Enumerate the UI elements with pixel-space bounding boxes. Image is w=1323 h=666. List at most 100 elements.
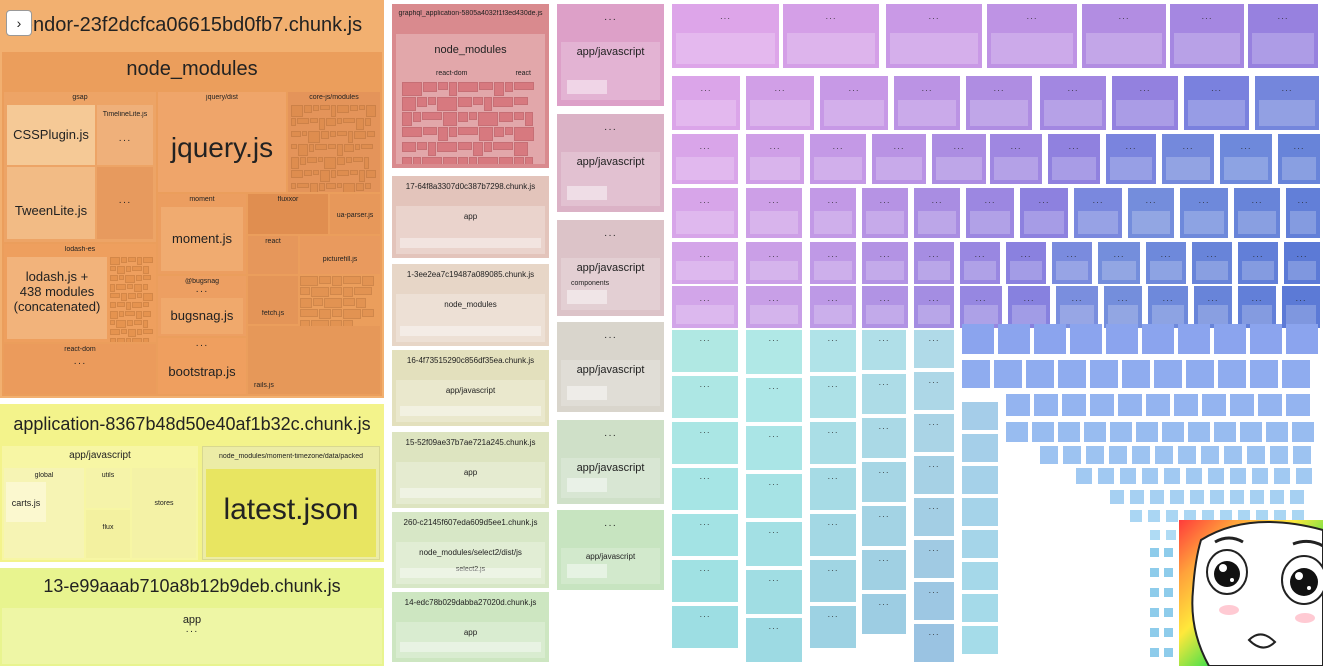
module-cell[interactable]	[458, 97, 472, 107]
module-cell[interactable]	[291, 170, 303, 178]
module-cell[interactable]	[362, 309, 374, 317]
chunk-tile[interactable]: ···	[672, 560, 738, 602]
chunk-tile[interactable]: ···	[1146, 242, 1186, 284]
module-cell[interactable]	[330, 131, 336, 137]
tile-inner[interactable]	[814, 211, 852, 234]
chunk-tile[interactable]: ···	[1220, 134, 1272, 184]
chunk-inner[interactable]: app/javascript	[561, 152, 660, 206]
chunk-tile[interactable]: ···	[914, 330, 954, 368]
module-cell[interactable]	[110, 275, 118, 281]
module-cell[interactable]	[438, 82, 448, 90]
chunk-tile[interactable]	[1250, 360, 1278, 388]
chunk-tile[interactable]	[1150, 648, 1159, 657]
chunk-tile[interactable]	[1026, 360, 1054, 388]
module-cell[interactable]	[478, 157, 498, 164]
module-cell[interactable]	[337, 105, 349, 113]
tile-inner[interactable]	[1010, 261, 1042, 280]
chunk-tile[interactable]: ···	[862, 550, 906, 590]
tile-inner[interactable]	[787, 33, 875, 64]
chunk-inner[interactable]: app	[396, 622, 545, 658]
module-cell[interactable]	[313, 170, 319, 175]
module-cell[interactable]	[514, 142, 528, 156]
module-cell[interactable]	[331, 105, 336, 117]
chunk-tile[interactable]: ···	[872, 134, 926, 184]
chunk-13[interactable]: 13-e99aaab710a8b12b9deb.chunk.js app ···	[0, 568, 384, 666]
tile-inner[interactable]	[1078, 211, 1118, 234]
module-cell[interactable]	[300, 157, 306, 165]
module-cell[interactable]	[484, 97, 492, 111]
module-cell[interactable]	[413, 112, 421, 122]
chunk-tile[interactable]: ···	[987, 4, 1077, 68]
module-cell[interactable]	[326, 183, 336, 189]
tile-inner[interactable]	[1086, 33, 1162, 64]
chunk-inner[interactable]: app	[396, 206, 545, 254]
chunk-tile[interactable]: ···	[746, 570, 802, 614]
tile-inner[interactable]	[1242, 305, 1272, 324]
module-cell[interactable]	[127, 320, 133, 326]
module-cell[interactable]	[117, 302, 125, 307]
module-cell[interactable]	[315, 144, 327, 150]
chunk-tile[interactable]	[1164, 628, 1173, 637]
chunk-tile[interactable]	[1106, 324, 1138, 354]
chunk-tile[interactable]	[1154, 360, 1182, 388]
chunk-tile[interactable]: ···	[914, 188, 960, 238]
chunk-tile[interactable]: ···	[672, 242, 738, 284]
module-cell[interactable]	[128, 329, 136, 337]
chunk-tile[interactable]	[1076, 468, 1092, 484]
chunk-tile[interactable]	[962, 626, 998, 654]
chunk-inner[interactable]: app/javascript	[561, 360, 660, 406]
chunk-tile[interactable]: ···	[914, 498, 954, 536]
chunk-tile[interactable]	[962, 466, 998, 494]
chunk-tile[interactable]	[962, 360, 990, 388]
tile-inner[interactable]	[676, 305, 734, 324]
module-cell[interactable]	[300, 276, 318, 286]
chunk-tile[interactable]	[962, 498, 998, 526]
chunk-tile[interactable]	[1164, 548, 1173, 557]
chunk-tile[interactable]: ···	[810, 242, 856, 284]
chunk-tile[interactable]	[1292, 510, 1304, 522]
chunk-tile[interactable]	[1142, 324, 1174, 354]
chunk-tile[interactable]	[1293, 446, 1311, 464]
chunk-inner[interactable]: app	[396, 462, 545, 504]
tile-inner[interactable]	[964, 305, 998, 324]
chunk-tile[interactable]: ···	[746, 188, 802, 238]
module-cell[interactable]	[402, 157, 412, 164]
chunk-tile[interactable]	[1174, 394, 1198, 416]
module-cell[interactable]	[116, 284, 126, 290]
module-cell[interactable]	[437, 97, 457, 111]
chunk-4[interactable]: 15-52f09ae37b7ae721a245.chunk.js app	[392, 432, 549, 508]
module-cell[interactable]	[137, 257, 142, 265]
module-cell[interactable]	[132, 302, 142, 308]
chunk-tile[interactable]: ···	[1192, 242, 1232, 284]
chunk-tile[interactable]	[1110, 422, 1132, 442]
chunk-tile[interactable]	[1034, 394, 1058, 416]
module-cell[interactable]	[343, 276, 361, 284]
module-cell[interactable]	[331, 170, 336, 178]
tile-inner[interactable]	[1288, 261, 1316, 280]
module-cell[interactable]	[297, 118, 309, 124]
chunk-tile[interactable]: ···	[914, 540, 954, 578]
module-cell[interactable]	[402, 127, 422, 137]
module-cell[interactable]	[134, 320, 142, 325]
chunk-tile[interactable]	[962, 594, 998, 622]
module-cell[interactable]	[364, 157, 369, 169]
chunk-tile[interactable]	[1166, 530, 1176, 540]
tile-inner[interactable]	[1166, 157, 1210, 180]
chunk-tile[interactable]: ···	[672, 422, 738, 464]
chunk-tile[interactable]	[1238, 510, 1250, 522]
chunk-tile[interactable]	[1062, 394, 1086, 416]
chunk-tile[interactable]: ···	[672, 134, 738, 184]
module-cell[interactable]	[313, 105, 319, 111]
chunk-tile[interactable]: ···	[810, 514, 856, 556]
module-cell[interactable]	[422, 157, 442, 164]
chunk-tile[interactable]	[1070, 324, 1102, 354]
module-cell[interactable]	[110, 311, 118, 319]
module-cell[interactable]	[117, 338, 125, 342]
chunk-tile[interactable]	[1130, 490, 1144, 504]
module-cell[interactable]	[514, 127, 534, 141]
chunk-inner[interactable]: app/javascript	[561, 458, 660, 498]
chunk-tile[interactable]	[1090, 360, 1118, 388]
chunk-tile[interactable]	[1132, 446, 1150, 464]
module-cell[interactable]	[143, 320, 148, 328]
module-cell[interactable]	[143, 329, 153, 334]
